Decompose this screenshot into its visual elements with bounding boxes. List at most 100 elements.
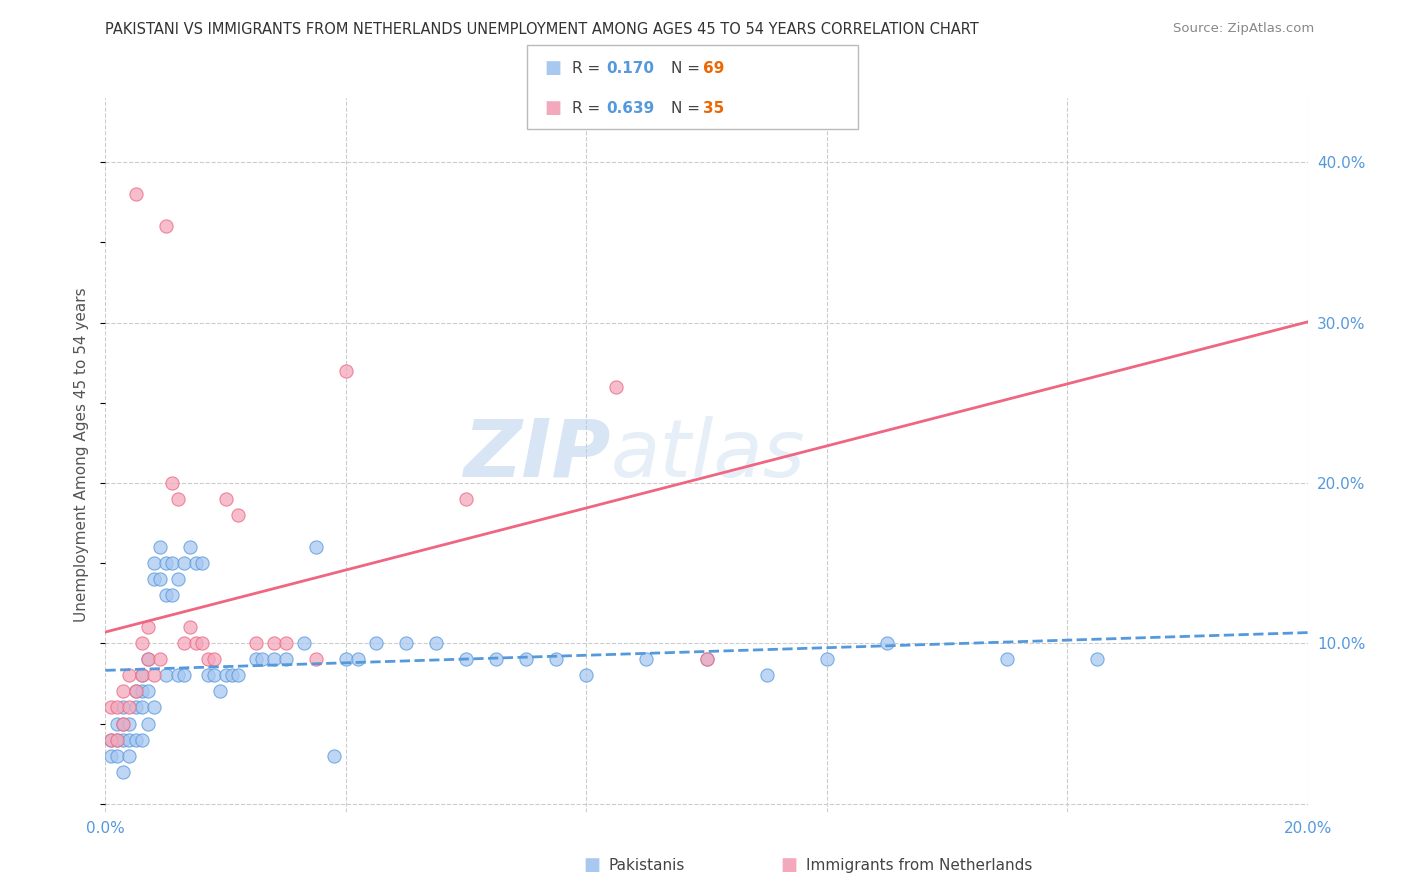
Point (263, 636, 285, 650)
Point (190, 636, 212, 650)
Point (166, 572, 188, 586)
Point (118, 668, 141, 682)
Point (142, 700, 165, 714)
Point (155, 219, 177, 234)
Point (815, 652, 838, 666)
Point (136, 716, 159, 731)
Point (131, 668, 153, 682)
Point (226, 508, 249, 522)
Text: PAKISTANI VS IMMIGRANTS FROM NETHERLANDS UNEMPLOYMENT AMONG AGES 45 TO 54 YEARS : PAKISTANI VS IMMIGRANTS FROM NETHERLANDS… (105, 22, 979, 37)
Text: ■: ■ (544, 60, 561, 78)
Text: Immigrants from Netherlands: Immigrants from Netherlands (806, 858, 1032, 872)
Point (124, 732, 146, 747)
Point (148, 572, 170, 586)
Point (190, 556, 212, 570)
Point (107, 732, 129, 747)
Point (131, 684, 153, 698)
Text: atlas: atlas (610, 416, 806, 494)
Point (112, 716, 135, 731)
Point (136, 652, 159, 666)
Point (546, 652, 568, 666)
Point (221, 668, 243, 682)
Point (124, 684, 146, 698)
Point (124, 684, 146, 698)
Point (166, 668, 188, 682)
Point (245, 636, 267, 650)
Point (335, 652, 357, 666)
Point (335, 364, 357, 378)
Point (112, 716, 135, 731)
Point (148, 540, 170, 554)
Point (454, 652, 477, 666)
Point (347, 652, 370, 666)
Point (100, 732, 122, 747)
Point (155, 588, 177, 602)
Point (142, 668, 165, 682)
Point (131, 636, 153, 650)
Text: Source: ZipAtlas.com: Source: ZipAtlas.com (1174, 22, 1315, 36)
Point (136, 684, 159, 698)
Text: Pakistanis: Pakistanis (609, 858, 685, 872)
Point (155, 556, 177, 570)
Point (131, 732, 153, 747)
Point (179, 620, 201, 634)
Point (425, 636, 447, 650)
Text: R =: R = (572, 101, 606, 116)
Point (245, 652, 267, 666)
Point (696, 652, 718, 666)
Point (202, 668, 225, 682)
Point (263, 652, 285, 666)
Point (155, 668, 177, 682)
Text: 35: 35 (703, 101, 724, 116)
Text: ZIP: ZIP (463, 416, 610, 494)
Point (107, 716, 129, 731)
Text: ■: ■ (583, 856, 600, 874)
Text: R =: R = (572, 61, 606, 76)
Point (1085, 652, 1108, 666)
Point (395, 636, 418, 650)
Point (876, 636, 898, 650)
Point (112, 700, 135, 714)
Point (755, 668, 778, 682)
Point (107, 700, 129, 714)
Point (142, 572, 165, 586)
Point (148, 652, 170, 666)
Point (112, 764, 135, 779)
Point (364, 636, 387, 650)
Point (173, 668, 195, 682)
Point (214, 668, 236, 682)
Text: 69: 69 (703, 61, 724, 76)
Point (214, 491, 236, 506)
Point (166, 491, 188, 506)
Point (107, 732, 129, 747)
Point (112, 732, 135, 747)
Text: ■: ■ (780, 856, 797, 874)
Point (274, 636, 297, 650)
Point (124, 187, 146, 202)
Point (100, 748, 122, 763)
Point (160, 556, 183, 570)
Point (292, 636, 315, 650)
Point (100, 700, 122, 714)
Point (124, 700, 146, 714)
Point (107, 748, 129, 763)
Point (202, 652, 225, 666)
Point (184, 556, 207, 570)
Point (173, 556, 195, 570)
Point (160, 475, 183, 490)
Point (305, 652, 328, 666)
Point (100, 732, 122, 747)
Point (305, 540, 328, 554)
Point (636, 652, 658, 666)
Point (136, 652, 159, 666)
Text: N =: N = (671, 101, 704, 116)
Point (173, 636, 195, 650)
Point (605, 380, 627, 394)
Point (197, 668, 219, 682)
Text: 0.639: 0.639 (606, 101, 654, 116)
Point (575, 668, 598, 682)
Point (179, 540, 201, 554)
Point (142, 556, 165, 570)
Point (995, 652, 1018, 666)
Point (112, 684, 135, 698)
